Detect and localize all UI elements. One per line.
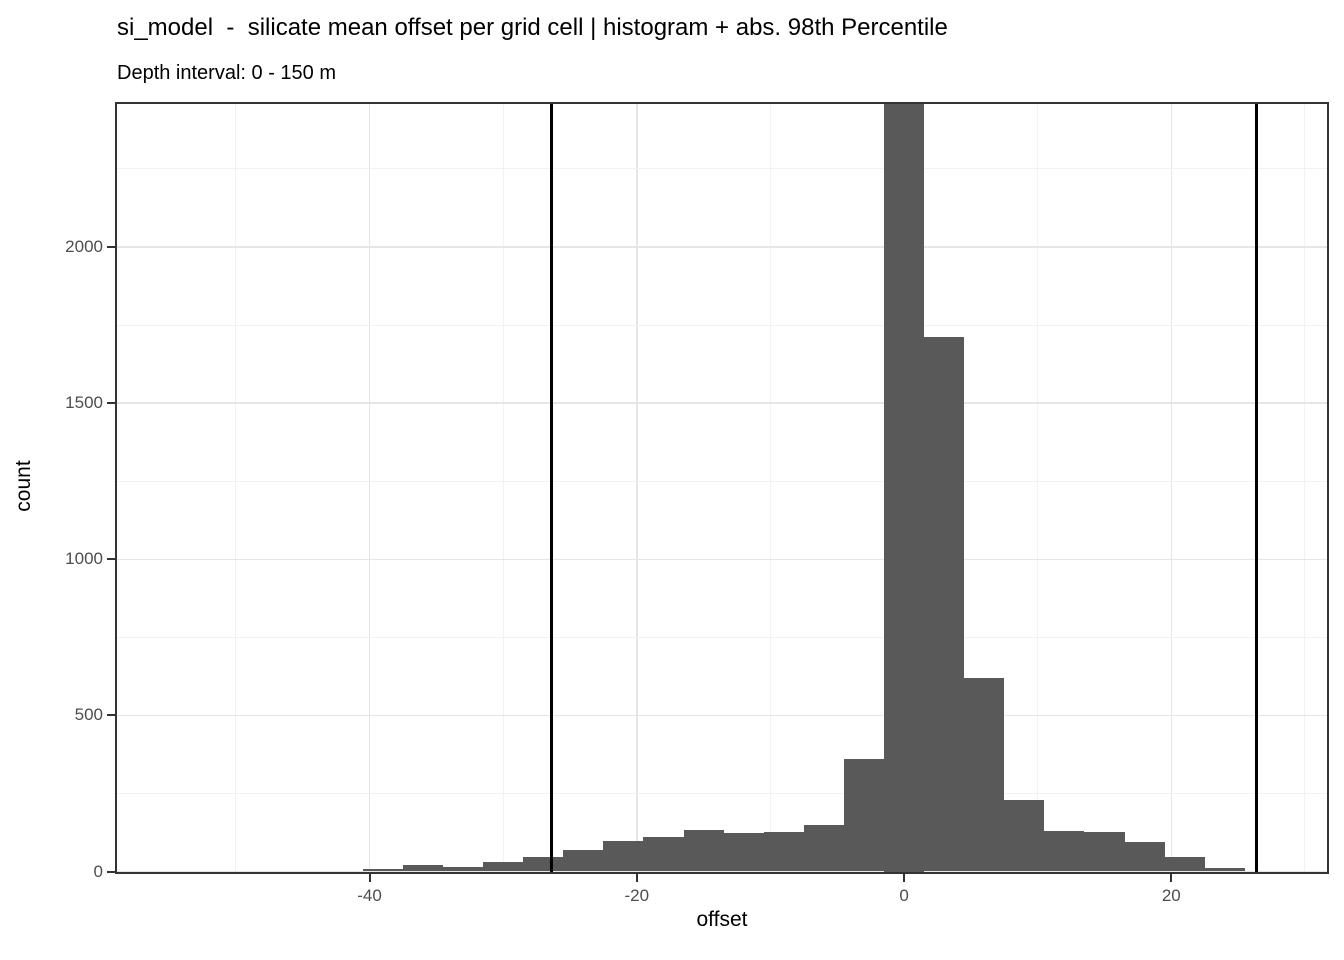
y-minor-gridline: [117, 636, 1327, 638]
histogram-bar: [1044, 830, 1085, 872]
y-tick-label: 1500: [65, 393, 103, 413]
histogram-bar: [523, 856, 564, 872]
plot-panel: [115, 102, 1329, 874]
y-minor-gridline: [117, 792, 1327, 794]
y-major-gridline: [117, 558, 1327, 560]
histogram-bar: [723, 833, 764, 872]
histogram-bar: [1004, 799, 1045, 872]
histogram-bar: [1124, 841, 1165, 872]
histogram-bar: [884, 103, 925, 872]
y-major-gridline: [117, 402, 1327, 404]
percentile-98-line: [1255, 104, 1259, 872]
y-tick-label: 0: [93, 861, 103, 881]
histogram-bar: [1204, 867, 1245, 872]
x-axis-title: offset: [696, 907, 748, 931]
y-axis-tick: [107, 870, 115, 873]
y-tick-label: 1000: [65, 549, 103, 569]
plot-subtitle: Depth interval: 0 - 150 m: [117, 62, 336, 84]
x-minor-gridline: [1037, 104, 1039, 872]
x-minor-gridline: [502, 104, 504, 872]
y-tick-label: 500: [74, 705, 103, 725]
y-minor-gridline: [117, 480, 1327, 482]
x-minor-gridline: [235, 104, 237, 872]
histogram-bar: [362, 869, 403, 872]
histogram-bar: [1084, 831, 1125, 872]
histogram-bar: [763, 832, 804, 872]
x-major-gridline: [1170, 104, 1173, 872]
y-axis-tick: [107, 558, 115, 561]
y-minor-gridline: [117, 324, 1327, 326]
y-major-gridline: [117, 714, 1327, 717]
x-major-gridline: [636, 104, 638, 872]
histogram-bar: [563, 850, 604, 872]
histogram-bar: [964, 677, 1005, 872]
histogram-bar: [443, 866, 484, 872]
x-tick-label: 20: [1161, 885, 1181, 905]
histogram-bar: [603, 840, 644, 872]
x-major-gridline: [368, 104, 371, 872]
y-axis-title: count: [12, 460, 35, 512]
histogram-bar: [1164, 856, 1205, 872]
histogram-bar: [843, 759, 884, 872]
histogram-bar: [803, 825, 844, 872]
x-tick-label: -40: [357, 885, 382, 905]
x-tick-label: 0: [899, 885, 909, 905]
x-minor-gridline: [769, 104, 771, 872]
histogram-bar: [643, 837, 684, 872]
x-axis-tick: [1170, 873, 1173, 882]
x-axis-tick: [368, 873, 371, 882]
y-tick-label: 2000: [65, 237, 103, 256]
histogram-bar: [402, 865, 444, 872]
y-axis-tick: [107, 246, 115, 248]
y-minor-gridline: [117, 168, 1327, 170]
histogram-bar: [483, 861, 524, 872]
x-axis-tick: [903, 873, 906, 882]
y-axis-tick: [107, 402, 115, 405]
x-tick-label: -20: [624, 885, 650, 905]
histogram-bar: [924, 336, 965, 872]
y-axis-tick: [107, 714, 115, 717]
y-major-gridline: [117, 246, 1327, 248]
x-minor-gridline: [1304, 104, 1306, 872]
x-axis-tick: [635, 873, 638, 882]
percentile-98-line: [549, 104, 553, 872]
histogram-bar: [683, 830, 724, 872]
plot-title: si_model - silicate mean offset per grid…: [117, 14, 948, 41]
